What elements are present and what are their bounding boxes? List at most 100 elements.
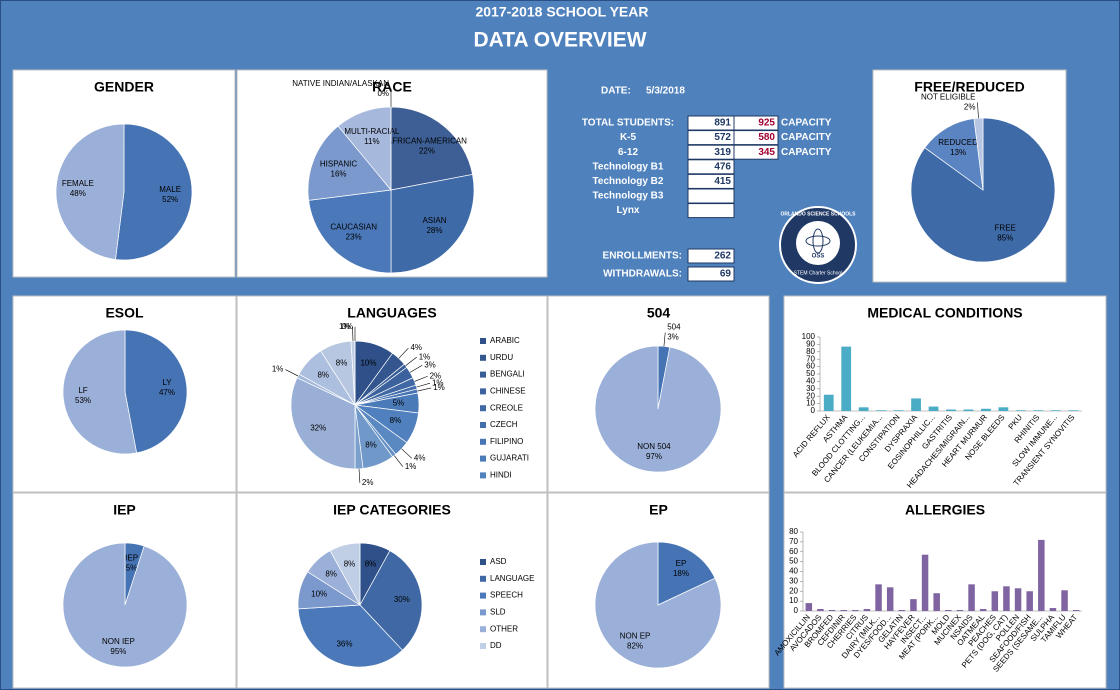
bar xyxy=(1061,590,1068,611)
leader-line xyxy=(285,369,299,377)
capacity-value: 345 xyxy=(758,147,775,158)
stat-label: Technology B1 xyxy=(593,161,664,172)
slice-name: ASIAN xyxy=(422,216,446,225)
stat-label: TOTAL STUDENTS: xyxy=(582,118,674,129)
slice-label: 1% xyxy=(432,378,444,387)
leader-line xyxy=(358,468,361,483)
pie-slice xyxy=(297,604,403,668)
leader-line xyxy=(417,387,432,392)
chart-title: GENDER xyxy=(94,79,154,95)
slice-name: NON EP xyxy=(620,631,651,640)
bar xyxy=(979,609,987,611)
slice-label: 10% xyxy=(360,359,376,368)
y-tick-label: 80 xyxy=(806,347,815,356)
pie-slice xyxy=(329,542,361,606)
bar xyxy=(1026,591,1033,611)
pie-slice xyxy=(657,541,716,606)
chart-title: IEP xyxy=(113,502,136,518)
pie-slice xyxy=(924,118,984,191)
slice-label: 52% xyxy=(162,195,178,204)
slice-label: 1% xyxy=(419,352,431,361)
slice-name: MULTI-RACIAL xyxy=(344,127,400,136)
chart-title: RACE xyxy=(372,79,412,95)
slice-label: 2% xyxy=(964,102,976,111)
logo-core xyxy=(796,221,840,265)
bar xyxy=(968,584,975,611)
leader-line xyxy=(977,102,979,119)
pie-slice xyxy=(594,345,722,473)
pie-slice xyxy=(308,189,392,274)
slice-label: 10% xyxy=(311,590,327,599)
bar xyxy=(886,587,894,611)
legend-swatch xyxy=(480,592,486,599)
legend-swatch xyxy=(480,575,486,582)
slice-label: 48% xyxy=(70,189,86,198)
slice-label: 82% xyxy=(627,641,643,650)
slice-name: IEP xyxy=(125,553,138,562)
stat-label: Technology B3 xyxy=(593,191,664,202)
slice-name: NOT ELIGIBLE xyxy=(921,92,976,101)
legend-label: CREOLE xyxy=(490,403,523,412)
bar xyxy=(893,410,904,411)
y-tick-label: 60 xyxy=(806,362,815,371)
y-tick-label: 50 xyxy=(789,557,798,566)
panel xyxy=(783,295,1107,493)
slice-label: 8% xyxy=(344,559,356,568)
y-tick-label: 40 xyxy=(806,377,815,386)
slice-label: 4% xyxy=(410,343,422,352)
capacity-value: 580 xyxy=(758,132,775,143)
y-tick-label: 70 xyxy=(789,537,798,546)
stat-count: 476 xyxy=(714,161,731,172)
stat-label: K-5 xyxy=(620,132,637,143)
chart-title: LANGUAGES xyxy=(347,305,436,321)
bar xyxy=(945,610,952,611)
slice-label: 32% xyxy=(310,423,326,432)
slice-label: 95% xyxy=(110,647,126,656)
slice-name: LY xyxy=(162,378,172,387)
pie-slice xyxy=(390,174,475,274)
pie-slice xyxy=(390,106,473,191)
slice-label: 4% xyxy=(414,454,426,463)
legend-swatch xyxy=(480,455,486,462)
bar xyxy=(933,593,940,611)
logo-initials: OSS xyxy=(812,254,825,260)
capacity-label: CAPACITY xyxy=(781,132,832,143)
legend-label: BENGALI xyxy=(490,370,525,379)
legend-label: DD xyxy=(490,641,502,650)
legend-label: CHINESE xyxy=(490,387,526,396)
panel xyxy=(783,492,1107,689)
bar xyxy=(817,609,824,611)
bar xyxy=(1072,610,1080,611)
bar xyxy=(852,610,859,611)
pie-slice xyxy=(359,550,423,651)
logo: ORLANDO SCIENCE SCHOOLS OSS STEM Charter… xyxy=(779,206,857,284)
chart-title: 504 xyxy=(647,305,671,321)
slice-label: 53% xyxy=(75,396,91,405)
bar xyxy=(981,408,991,411)
bar xyxy=(876,410,887,411)
slice-label: 13% xyxy=(950,148,966,157)
logo-name: ORLANDO SCIENCE SCHOOLS xyxy=(780,211,856,217)
y-tick-label: 80 xyxy=(789,527,798,536)
legend-swatch xyxy=(480,338,486,344)
bar xyxy=(956,610,964,611)
legend-swatch xyxy=(480,643,486,649)
page-title: DATA OVERVIEW xyxy=(473,29,646,52)
legend-label: OTHER xyxy=(490,624,518,633)
legend-label: GUJARATI xyxy=(490,454,529,463)
capacity-label: CAPACITY xyxy=(781,147,832,158)
legend-swatch xyxy=(480,438,486,445)
bar xyxy=(998,407,1009,411)
slice-label: 28% xyxy=(426,226,442,235)
slice-label: 85% xyxy=(997,234,1013,243)
bar xyxy=(898,610,906,611)
y-tick-label: 0 xyxy=(811,406,816,415)
bar xyxy=(1038,539,1045,611)
pie-slice xyxy=(307,125,392,201)
pie-slice xyxy=(973,117,984,191)
bar xyxy=(863,609,871,611)
slice-label: 22% xyxy=(419,147,435,156)
slice-name: EP xyxy=(676,559,687,568)
capacity-box xyxy=(733,115,779,131)
